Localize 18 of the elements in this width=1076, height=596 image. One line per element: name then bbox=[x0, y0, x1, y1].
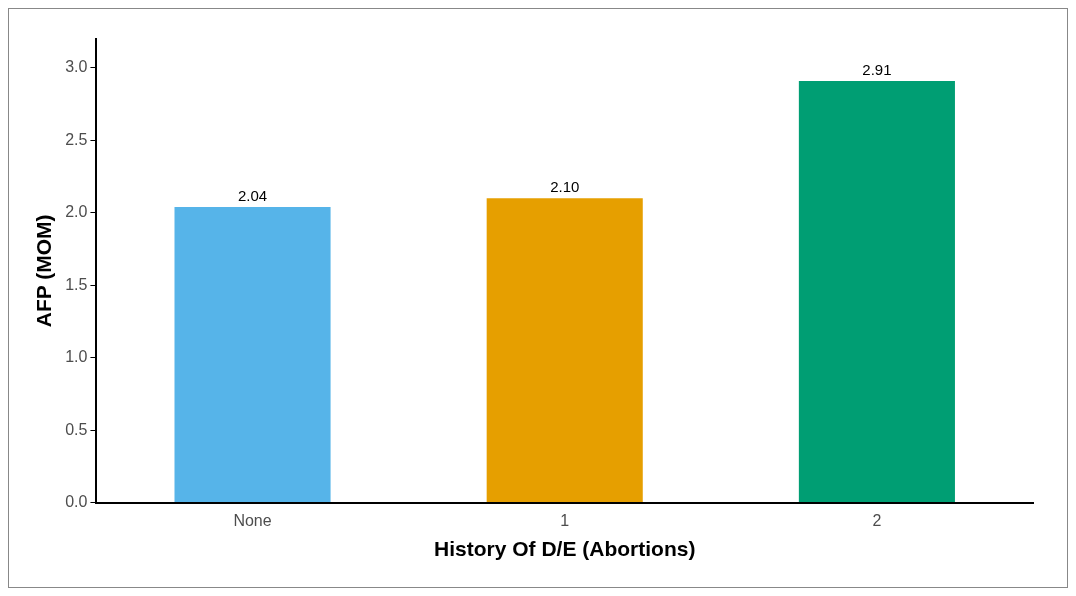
y-axis-title: AFP (MOM) bbox=[32, 214, 56, 328]
x-axis-title: History Of D/E (Abortions) bbox=[434, 537, 696, 561]
y-tick-label: 3.0 bbox=[65, 58, 88, 76]
y-tick-label: 2.5 bbox=[65, 130, 88, 148]
x-tick-label: 2 bbox=[872, 511, 882, 529]
y-tick-label: 2.0 bbox=[65, 203, 88, 221]
bar bbox=[174, 207, 331, 503]
bar bbox=[798, 81, 955, 503]
y-tick-label: 1.0 bbox=[65, 348, 88, 366]
data-label: 2.91 bbox=[862, 60, 892, 78]
y-tick-label: 0.5 bbox=[65, 420, 88, 438]
data-label: 2.04 bbox=[237, 186, 268, 204]
x-tick-label: 1 bbox=[560, 511, 570, 529]
y-tick-label: 0.0 bbox=[65, 493, 88, 511]
x-tick-label: None bbox=[233, 511, 272, 529]
y-tick-label: 1.5 bbox=[65, 275, 88, 293]
bar bbox=[486, 198, 643, 503]
data-label: 2.10 bbox=[550, 178, 580, 195]
